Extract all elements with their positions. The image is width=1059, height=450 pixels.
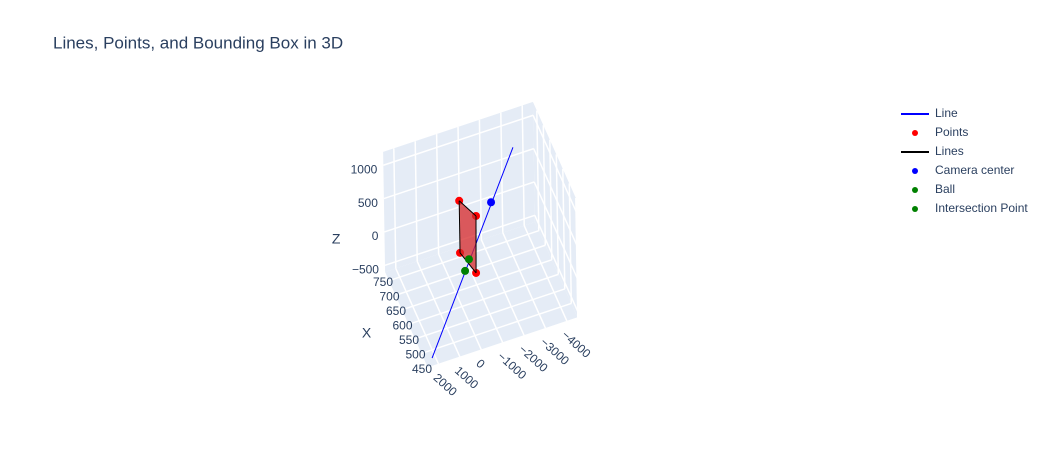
legend-swatch <box>912 187 918 193</box>
point <box>487 198 496 207</box>
bounding-box-fill <box>459 200 477 273</box>
point <box>464 255 473 264</box>
grid-line <box>416 260 461 358</box>
x-tick-label: 550 <box>399 333 419 347</box>
grid-line <box>575 197 579 319</box>
z-tick-label: 500 <box>358 196 378 210</box>
legend-swatch <box>912 206 918 212</box>
x-tick-label: 600 <box>392 319 412 333</box>
grid-line <box>480 239 525 337</box>
grid-line <box>414 141 418 262</box>
legend-label: Lines <box>935 144 964 158</box>
z-axis-title: Z <box>332 231 341 247</box>
legend-label: Points <box>935 125 968 139</box>
z-tick-label: 0 <box>372 229 379 243</box>
x-tick-label: 700 <box>379 289 399 303</box>
grid-line <box>435 134 440 255</box>
grid-line <box>555 154 560 275</box>
grid-line <box>523 225 568 322</box>
x-tick-label: 650 <box>386 304 406 318</box>
grid-line <box>500 112 504 233</box>
y-tick-label: 0 <box>473 356 488 371</box>
grid-line <box>395 268 440 365</box>
grid-line <box>521 105 525 226</box>
grid-line <box>568 183 573 304</box>
grid-line <box>502 232 547 330</box>
chart-title: Lines, Points, and Bounding Box in 3D <box>53 33 343 52</box>
grid-line <box>459 246 504 344</box>
grid-line <box>393 148 397 269</box>
scene-marks <box>431 147 514 359</box>
legend-label: Ball <box>935 182 955 196</box>
x-tick-label: 500 <box>405 348 425 362</box>
grid-line <box>549 139 553 260</box>
line-segment <box>458 200 461 253</box>
line-segment <box>458 200 477 217</box>
x-tick-label: 750 <box>373 275 393 289</box>
grid-line <box>542 125 547 246</box>
x-axis-title: X <box>362 325 372 341</box>
legend-label: Intersection Point <box>935 201 1028 215</box>
z-tick-label: −500 <box>352 262 379 276</box>
grid-line <box>437 253 483 351</box>
z-tick-label: 1000 <box>351 162 378 176</box>
legend-label: Line <box>935 106 958 120</box>
grid-line <box>562 168 566 289</box>
legend-swatch <box>912 168 918 174</box>
grid-line <box>478 119 483 240</box>
grid-line <box>536 110 540 231</box>
x-tick-label: 450 <box>412 362 432 376</box>
scene-grid <box>383 105 579 369</box>
legend: Line Points Lines Camera center Ball Intersec… <box>901 106 1028 215</box>
legend-label: Camera center <box>935 163 1014 177</box>
legend-swatch <box>912 130 918 136</box>
point <box>461 266 470 275</box>
